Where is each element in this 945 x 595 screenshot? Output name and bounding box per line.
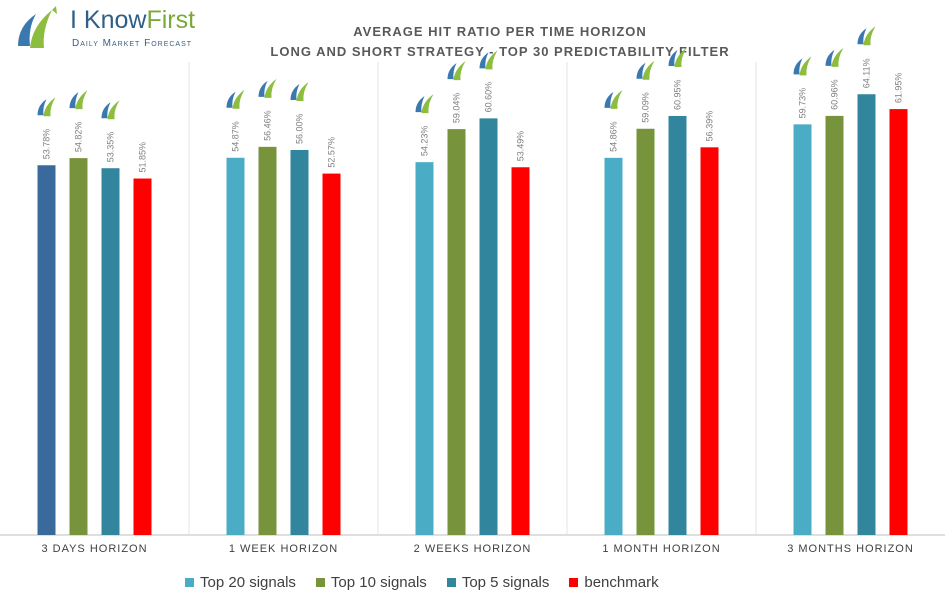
legend-item: Top 5 signals bbox=[446, 574, 550, 591]
category-label: 3 MONTHS HORIZON bbox=[787, 543, 914, 555]
data-label: 56.00% bbox=[295, 113, 305, 144]
chart-title: AVERAGE HIT RATIO PER TIME HORIZON bbox=[353, 24, 647, 39]
bar-top-5-signals bbox=[668, 115, 687, 535]
signal-logo-icon bbox=[857, 26, 876, 46]
bar-benchmark bbox=[133, 178, 152, 535]
category-label: 2 WEEKS HORIZON bbox=[414, 543, 532, 555]
bar-top-20-signals bbox=[37, 165, 56, 535]
signal-logo-icon bbox=[415, 94, 434, 114]
data-label: 64.11% bbox=[862, 58, 872, 88]
data-label: 51.85% bbox=[138, 142, 148, 173]
signal-logo-icon bbox=[636, 60, 655, 80]
data-label: 60.60% bbox=[484, 82, 494, 113]
bar-benchmark bbox=[700, 147, 719, 535]
signal-logo-icon bbox=[604, 89, 623, 109]
chart-legend: Top 20 signals Top 10 signals Top 5 signal… bbox=[185, 574, 659, 591]
signal-logo-icon bbox=[37, 97, 56, 117]
logo-icon bbox=[18, 6, 57, 48]
logo: I KnowFirst Daily Market Forecast bbox=[12, 4, 212, 60]
data-label: 53.35% bbox=[106, 132, 116, 163]
signal-logo-icon bbox=[793, 56, 812, 76]
legend-label: Top 5 signals bbox=[461, 574, 550, 591]
signal-logo-icon bbox=[226, 89, 245, 109]
legend-label: Top 20 signals bbox=[200, 574, 296, 591]
bar-top-5-signals bbox=[290, 150, 309, 535]
data-label: 56.46% bbox=[263, 110, 273, 141]
data-label: 59.73% bbox=[798, 88, 808, 119]
legend-label: Top 10 signals bbox=[330, 574, 427, 591]
legend-item: Top 10 signals bbox=[315, 574, 427, 591]
signal-logo-icon bbox=[447, 61, 466, 81]
data-label: 54.87% bbox=[231, 121, 241, 152]
bar-benchmark bbox=[322, 173, 341, 536]
signal-logo-icon bbox=[290, 82, 309, 101]
data-label: 54.82% bbox=[74, 122, 84, 153]
legend-label: benchmark bbox=[584, 574, 659, 591]
data-label: 60.96% bbox=[830, 79, 840, 110]
bar-top-20-signals bbox=[226, 157, 245, 536]
bar-top-10-signals bbox=[447, 129, 466, 535]
category-label: 3 DAYS HORIZON bbox=[41, 543, 147, 555]
bar-top-10-signals bbox=[69, 158, 88, 536]
bar-top-20-signals bbox=[415, 162, 434, 535]
bar-benchmark bbox=[511, 167, 530, 535]
bar-top-20-signals bbox=[793, 124, 812, 535]
data-label: 60.95% bbox=[673, 79, 683, 110]
bar-top-5-signals bbox=[857, 94, 876, 536]
bar-benchmark bbox=[889, 109, 908, 535]
legend-item: benchmark bbox=[569, 574, 659, 591]
signal-logo-icon bbox=[69, 90, 88, 110]
data-label: 53.49% bbox=[516, 131, 526, 162]
bar-top-5-signals bbox=[479, 118, 498, 535]
logo-brand: I KnowFirst bbox=[70, 6, 196, 34]
bar-top-10-signals bbox=[636, 128, 655, 535]
legend-item: Top 20 signals bbox=[185, 574, 296, 591]
data-label: 59.09% bbox=[641, 92, 651, 123]
chart-subtitle: LONG AND SHORT STRATEGY - TOP 30 PREDICT… bbox=[270, 44, 730, 59]
category-label: 1 MONTH HORIZON bbox=[602, 543, 720, 555]
bar-top-5-signals bbox=[101, 168, 120, 535]
signal-logo-icon bbox=[101, 100, 120, 120]
data-label: 54.23% bbox=[420, 126, 430, 157]
data-label: 61.95% bbox=[894, 73, 904, 104]
logo-tagline: Daily Market Forecast bbox=[72, 38, 193, 49]
legend-swatch bbox=[185, 578, 194, 587]
signal-logo-icon bbox=[479, 50, 498, 70]
legend-swatch bbox=[446, 578, 456, 587]
signal-logo-icon bbox=[668, 47, 687, 67]
data-label: 53.78% bbox=[42, 129, 52, 160]
data-label: 52.57% bbox=[327, 137, 337, 168]
data-label: 54.86% bbox=[609, 121, 619, 152]
bar-top-20-signals bbox=[604, 157, 623, 535]
bar-top-10-signals bbox=[258, 146, 277, 535]
signal-logo-icon bbox=[825, 47, 844, 67]
category-label: 1 WEEK HORIZON bbox=[229, 543, 338, 555]
bar-top-10-signals bbox=[825, 115, 844, 536]
legend-swatch bbox=[569, 578, 579, 587]
signal-logo-icon bbox=[258, 78, 277, 98]
data-label: 59.04% bbox=[452, 93, 462, 124]
data-label: 56.39% bbox=[705, 111, 715, 142]
legend-swatch bbox=[315, 578, 325, 587]
